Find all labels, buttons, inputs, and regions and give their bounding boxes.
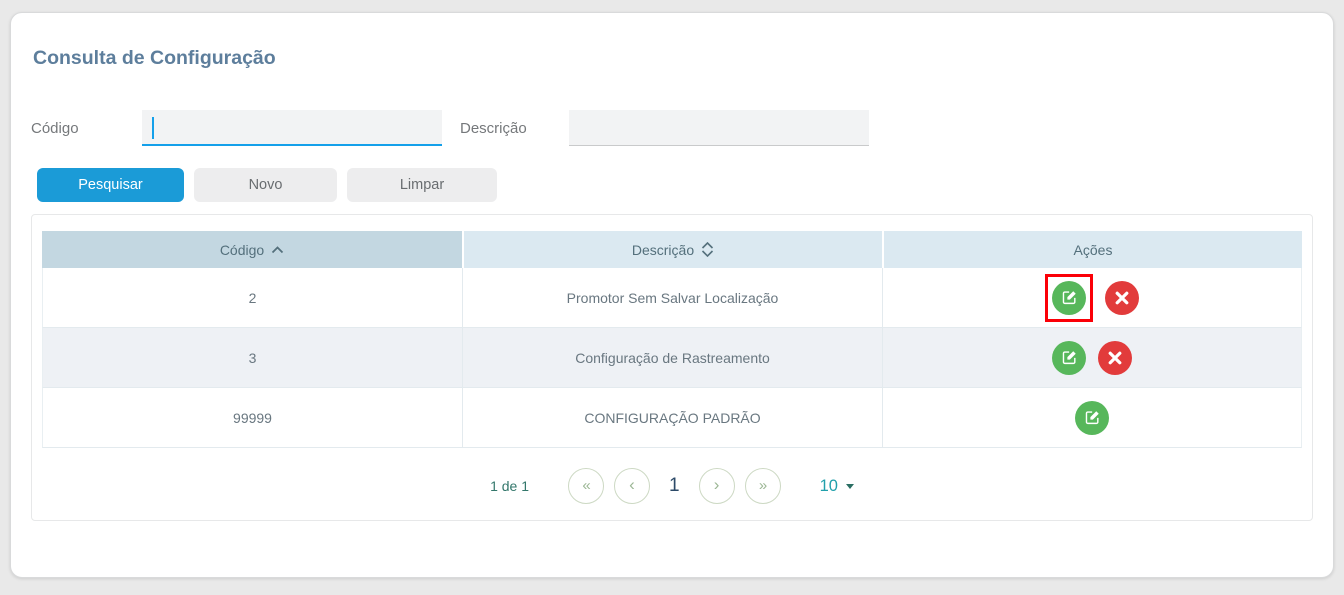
first-page-button[interactable]: « [568,468,604,504]
chevrons-up-down-icon [701,242,714,257]
form-buttons: Pesquisar Novo Limpar [37,168,1313,202]
edit-pencil-icon [1061,289,1078,306]
table-row: 3 Configuração de Rastreamento [42,328,1302,388]
results-table: Código Descrição [42,231,1302,448]
edit-pencil-icon [1084,409,1101,426]
page-title: Consulta de Configuração [33,47,276,69]
pagination-summary: 1 de 1 [490,478,529,494]
descricao-input[interactable] [569,110,869,146]
previous-page-button[interactable]: ‹ [614,468,650,504]
limpar-button[interactable]: Limpar [347,168,497,202]
last-page-button[interactable]: » [744,468,781,504]
column-header-acoes: Ações [882,231,1302,268]
column-header-codigo[interactable]: Código [42,231,462,268]
delete-button[interactable] [1105,280,1139,315]
edit-pencil-icon [1061,349,1078,366]
novo-button[interactable]: Novo [194,168,337,202]
search-form: Código Descrição [31,110,1313,146]
codigo-input[interactable] [142,110,442,146]
red-highlight-box [1045,273,1093,322]
column-header-descricao-label: Descrição [631,241,695,258]
delete-button[interactable] [1098,340,1132,375]
x-icon [1108,351,1122,365]
codigo-label: Código [31,119,79,137]
pesquisar-button[interactable]: Pesquisar [37,168,184,202]
results-panel: Código Descrição [31,214,1313,521]
edit-button[interactable] [1052,280,1086,315]
column-header-acoes-label: Ações [1073,241,1113,258]
cell-acoes [882,268,1302,328]
next-page-button[interactable]: › [698,468,735,504]
caret-down-icon [845,483,854,489]
x-icon [1115,291,1129,305]
cell-descricao: Configuração de Rastreamento [462,328,882,388]
chevron-up-icon [271,245,284,254]
table-row: 2 Promotor Sem Salvar Localização [42,268,1302,328]
codigo-input-wrap [142,110,442,146]
column-header-codigo-label: Código [219,241,265,258]
edit-button[interactable] [1075,400,1109,435]
page-size-value: 10 [819,476,838,495]
current-page-number: 1 [669,475,680,496]
cell-descricao: CONFIGURAÇÃO PADRÃO [462,388,882,448]
table-header-row: Código Descrição [42,231,1302,268]
cell-acoes [882,388,1302,448]
descricao-input-wrap [569,110,869,146]
cell-descricao: Promotor Sem Salvar Localização [462,268,882,328]
cell-acoes [882,328,1302,388]
edit-button[interactable] [1052,340,1086,375]
table-row: 99999 CONFIGURAÇÃO PADRÃO [42,388,1302,448]
cell-codigo: 2 [42,268,462,328]
text-cursor [152,117,154,139]
pagination: 1 de 1 « ‹ 1 › » 10 [42,468,1302,504]
descricao-label: Descrição [460,119,527,137]
consulta-configuracao-card: Consulta de Configuração Código Descriçã… [10,12,1334,578]
page-size-dropdown[interactable]: 10 [820,477,854,496]
column-header-descricao[interactable]: Descrição [462,231,882,268]
cell-codigo: 3 [42,328,462,388]
cell-codigo: 99999 [42,388,462,448]
